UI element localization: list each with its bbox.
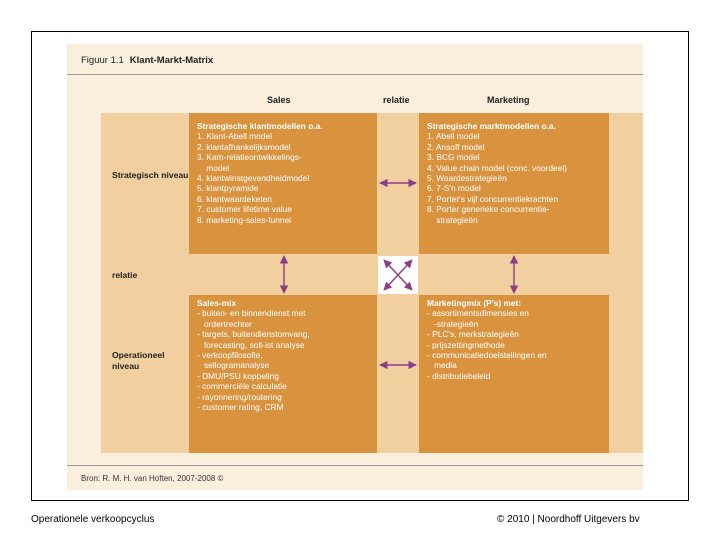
- list-item: 3. Kam-relatieontwikkelings-: [197, 152, 302, 163]
- list-item: - customer rating, CRM: [197, 402, 284, 413]
- list-item: media: [427, 360, 457, 371]
- title-rule: [67, 74, 643, 75]
- list-item: 5. klantpyramide: [197, 183, 259, 194]
- figure-name: Klant-Markt-Matrix: [129, 55, 214, 66]
- source-rule: [67, 465, 643, 466]
- column-header-sales: Sales: [267, 95, 291, 105]
- list-item: - buiten- en binnendienst met: [197, 308, 306, 319]
- list-item: 3. BCG model: [427, 152, 480, 163]
- cell-operational-marketing-title: Marketingmix (P's) met:: [427, 298, 522, 308]
- row-label-operational-text: Operationeel niveau: [112, 350, 165, 371]
- cell-strategic-sales: Strategische klantmodellen o.a. 1. Klant…: [189, 113, 377, 254]
- list-item: 1. Abell model: [427, 131, 480, 142]
- list-item: 2. Ansoff model: [427, 141, 485, 152]
- cell-operational-marketing-list: - assortimentsdimensies en -strategieën -…: [427, 308, 601, 381]
- cell-strategic-sales-list: 1. Klant-Abell model 2. klantafhankelijks…: [197, 131, 369, 225]
- list-item: 8. Porter generieke concurrentie-: [427, 204, 550, 215]
- list-item: 7. Porter's vijf concurrentiekrachten: [427, 193, 559, 204]
- figure-panel: Figuur 1.1 Klant-Markt-Matrix Sales relat…: [67, 44, 643, 490]
- list-item: 4. Value chain model (conc. voordeel): [427, 162, 567, 173]
- list-item: model: [197, 162, 230, 173]
- list-item: - verkoopfilosofie,: [197, 350, 263, 361]
- relation-arrows: [279, 178, 519, 370]
- row-label-strategic: Strategisch niveau: [112, 170, 212, 181]
- list-item: - commerciële calculatie: [197, 381, 287, 392]
- list-item: sellogramanalyse: [197, 360, 270, 371]
- figure-title: Figuur 1.1 Klant-Markt-Matrix: [81, 55, 213, 66]
- arrow-diagonal-2: [383, 259, 413, 291]
- list-item: - distributiebeleid: [427, 370, 491, 381]
- cell-operational-marketing: Marketingmix (P's) met: - assortimentsdi…: [419, 295, 609, 453]
- cell-strategic-marketing-title: Strategische marktmodellen o.a.: [427, 121, 556, 131]
- list-item: - PLC's, merkstrategieën: [427, 329, 519, 340]
- list-item: -strategieën: [427, 318, 479, 329]
- list-item: 6. 7-S'n model: [427, 183, 481, 194]
- relation-row-band: [101, 254, 643, 295]
- list-item: 8. marketing-sales-funnel: [197, 214, 292, 225]
- list-item: - DMU/PSU koppeling: [197, 370, 279, 381]
- cell-strategic-marketing-list: 1. Abell model 2. Ansoff model 3. BCG mode…: [427, 131, 601, 225]
- footer-left: Operationele verkoopcyclus: [31, 514, 155, 525]
- column-header-relation: relatie: [383, 95, 410, 105]
- figure-source: Bron: R. M. H. van Hoften, 2007-2008 ©: [81, 474, 224, 483]
- list-item: - assortimentsdimensies en: [427, 308, 529, 319]
- row-label-strategic-text: Strategisch niveau: [112, 170, 189, 180]
- list-item: 5. Waardestrategieën: [427, 173, 507, 184]
- list-item: - targets, buitendienstomvang,: [197, 329, 310, 340]
- cell-strategic-marketing: Strategische marktmodellen o.a. 1. Abell…: [419, 113, 609, 254]
- figure-number: Figuur 1.1: [81, 55, 124, 66]
- list-item: 4. klantwinstgevendheidmodel: [197, 173, 310, 184]
- list-item: 2. klantafhankelijksmodel: [197, 141, 291, 152]
- list-item: forecasting, soll-ist analyse: [197, 339, 305, 350]
- cell-operational-sales-list: - buiten- en binnendienst met ordertrech…: [197, 308, 369, 412]
- list-item: 7. customer lifetime value: [197, 204, 292, 215]
- cell-operational-sales-title: Sales-mix: [197, 298, 237, 308]
- list-item: - prijszettingmethode: [427, 339, 505, 350]
- list-item: strategieën: [427, 214, 478, 225]
- cell-strategic-sales-title: Strategische klantmodellen o.a.: [197, 121, 323, 131]
- row-label-operational: Operationeel niveau: [112, 350, 187, 372]
- row-label-relation: relatie: [112, 270, 138, 280]
- list-item: - rayonnering/routering: [197, 391, 282, 402]
- cell-operational-sales: Sales-mix - buiten- en binnendienst met …: [189, 295, 377, 453]
- list-item: 1. Klant-Abell model: [197, 131, 272, 142]
- list-item: ordertrechter: [197, 318, 252, 329]
- footer-right: © 2010 | Noordhoff Uitgevers bv: [497, 514, 640, 525]
- column-header-marketing: Marketing: [487, 95, 530, 105]
- list-item: 6. klantwaardeketen: [197, 193, 272, 204]
- list-item: - communicatiedoelstellingen en: [427, 350, 547, 361]
